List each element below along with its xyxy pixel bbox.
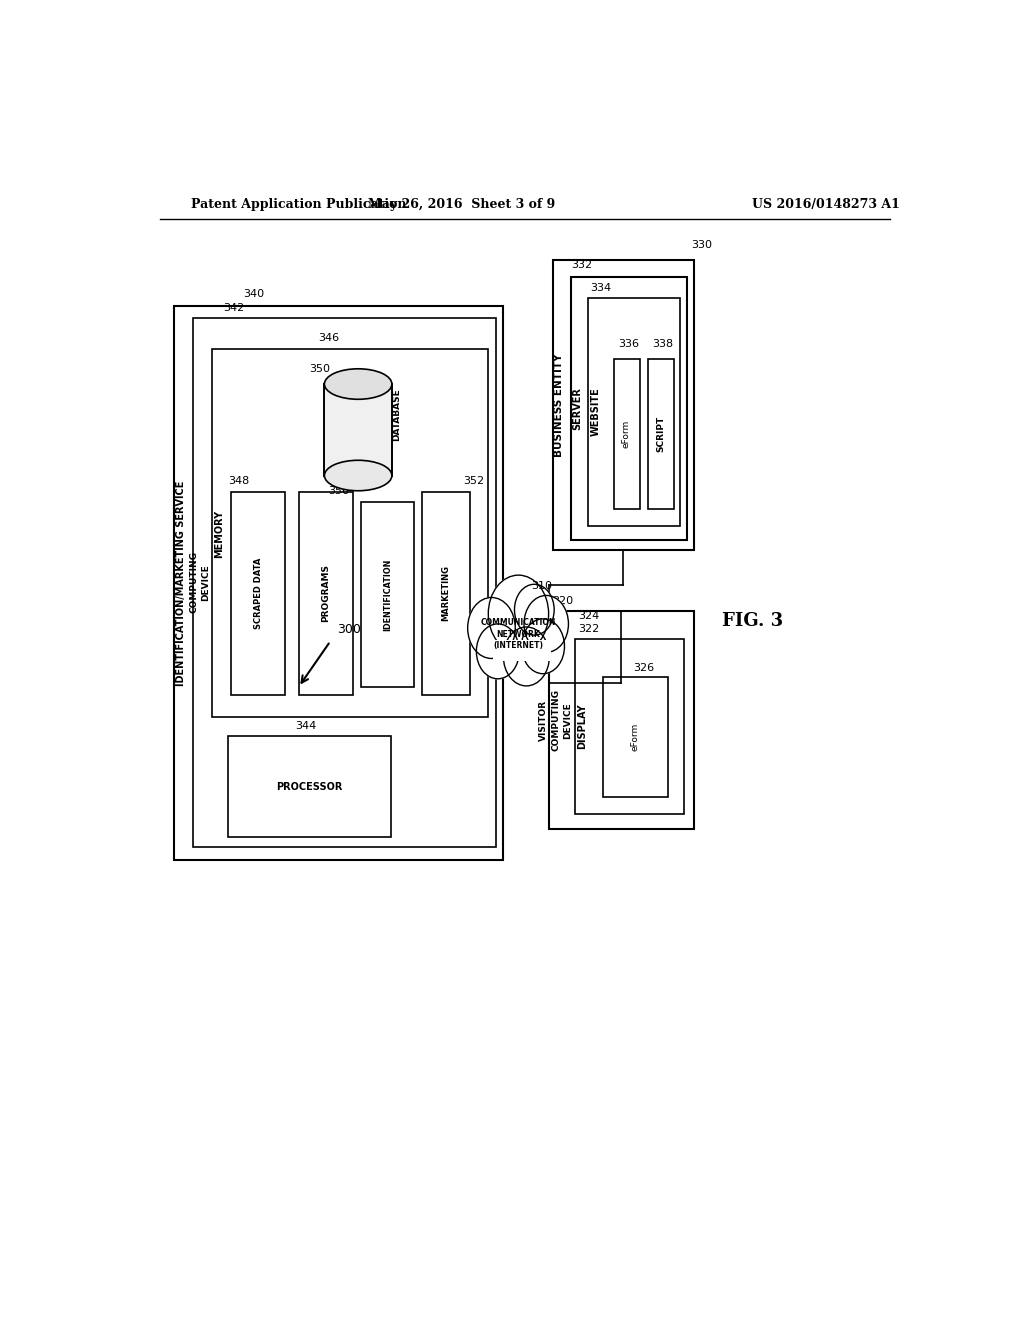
Ellipse shape [325, 461, 392, 491]
Text: DATABASE: DATABASE [392, 388, 400, 441]
Text: 320: 320 [552, 595, 572, 606]
FancyBboxPatch shape [423, 492, 470, 696]
Text: 324: 324 [578, 611, 599, 620]
Circle shape [476, 624, 519, 678]
Text: PROGRAMS: PROGRAMS [322, 565, 330, 623]
Text: WEBSITE: WEBSITE [591, 387, 600, 436]
FancyBboxPatch shape [648, 359, 674, 510]
FancyBboxPatch shape [228, 735, 391, 837]
Text: DISPLAY: DISPLAY [577, 704, 587, 750]
Circle shape [488, 576, 549, 652]
Text: COMMUNICATION
NETWORK
(INTERNET): COMMUNICATION NETWORK (INTERNET) [480, 619, 556, 649]
Circle shape [521, 619, 564, 673]
FancyBboxPatch shape [570, 277, 687, 540]
Text: eForm: eForm [631, 722, 640, 751]
FancyBboxPatch shape [613, 359, 640, 510]
Text: 340: 340 [243, 289, 264, 298]
Text: Patent Application Publication: Patent Application Publication [191, 198, 407, 211]
Text: 332: 332 [570, 260, 592, 271]
Text: 350: 350 [309, 364, 330, 374]
Text: 344: 344 [295, 721, 316, 731]
Ellipse shape [325, 368, 392, 399]
Text: PROCESSOR: PROCESSOR [275, 781, 342, 792]
FancyBboxPatch shape [553, 260, 694, 549]
Text: US 2016/0148273 A1: US 2016/0148273 A1 [753, 198, 900, 211]
FancyBboxPatch shape [194, 318, 497, 846]
Circle shape [504, 627, 550, 686]
Text: BUSINESS ENTITY: BUSINESS ENTITY [554, 354, 564, 457]
Text: IDENTIFICATION: IDENTIFICATION [383, 558, 392, 631]
Text: 336: 336 [618, 339, 639, 350]
Text: 330: 330 [691, 240, 713, 249]
FancyBboxPatch shape [174, 306, 504, 859]
Text: 322: 322 [578, 624, 599, 634]
Text: 354: 354 [348, 475, 370, 486]
Text: FIG. 3: FIG. 3 [722, 612, 782, 630]
Circle shape [524, 595, 568, 652]
Text: MEMORY: MEMORY [214, 510, 224, 557]
Text: 348: 348 [228, 475, 249, 486]
Text: 338: 338 [652, 339, 673, 350]
FancyBboxPatch shape [231, 492, 285, 696]
Circle shape [514, 585, 554, 635]
Text: eForm: eForm [622, 420, 631, 447]
Text: 300: 300 [337, 623, 360, 636]
Text: 342: 342 [223, 302, 245, 313]
FancyBboxPatch shape [299, 492, 352, 696]
Circle shape [468, 598, 515, 659]
Text: COMPUTING
DEVICE: COMPUTING DEVICE [189, 552, 211, 614]
FancyBboxPatch shape [494, 640, 551, 660]
FancyBboxPatch shape [212, 350, 488, 718]
Text: 310: 310 [531, 581, 552, 591]
Text: 352: 352 [463, 475, 484, 486]
FancyBboxPatch shape [602, 677, 669, 797]
Text: May 26, 2016  Sheet 3 of 9: May 26, 2016 Sheet 3 of 9 [368, 198, 555, 211]
Text: 334: 334 [591, 282, 611, 293]
FancyBboxPatch shape [360, 502, 415, 686]
FancyBboxPatch shape [325, 384, 392, 475]
Text: MARKETING: MARKETING [441, 565, 451, 622]
FancyBboxPatch shape [574, 639, 684, 814]
Text: 346: 346 [318, 334, 340, 343]
Text: 356: 356 [328, 486, 349, 496]
Text: SCRAPED DATA: SCRAPED DATA [254, 558, 262, 630]
Text: 326: 326 [633, 663, 654, 673]
FancyBboxPatch shape [588, 297, 680, 527]
Text: SCRIPT: SCRIPT [656, 416, 665, 451]
FancyBboxPatch shape [549, 611, 694, 829]
Text: SERVER: SERVER [572, 387, 583, 430]
Text: VISITOR
COMPUTING
DEVICE: VISITOR COMPUTING DEVICE [540, 689, 572, 751]
Text: IDENTIFICATION/MARKETING SERVICE: IDENTIFICATION/MARKETING SERVICE [176, 480, 186, 686]
